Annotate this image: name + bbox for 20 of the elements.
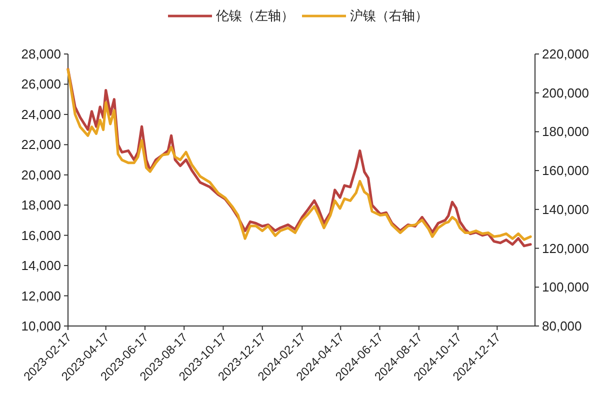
y2-tick-label: 180,000 [542,124,589,140]
y-tick-label: 28,000 [21,46,61,62]
y-tick-label: 20,000 [21,167,61,182]
y-tick-label: 22,000 [21,137,61,152]
y2-tick-label: 140,000 [542,202,589,217]
y2-tick-label: 120,000 [542,240,589,256]
y2-tick-label: 160,000 [542,163,589,178]
y-tick-label: 24,000 [21,106,61,122]
legend-label: 沪镍（右轴） [350,8,428,23]
y-tick-label: 12,000 [21,288,61,304]
y2-tick-label: 80,000 [542,318,582,334]
y-tick-label: 10,000 [21,318,61,334]
y2-tick-label: 220,000 [542,46,589,62]
y2-tick-label: 100,000 [542,280,589,295]
y-tick-label: 16,000 [21,228,61,243]
y2-tick-label: 200,000 [542,85,589,100]
y-tick-label: 26,000 [21,76,61,92]
y-tick-label: 14,000 [21,258,61,274]
legend-label: 伦镍（左轴） [216,8,294,23]
y-tick-label: 18,000 [21,198,61,213]
